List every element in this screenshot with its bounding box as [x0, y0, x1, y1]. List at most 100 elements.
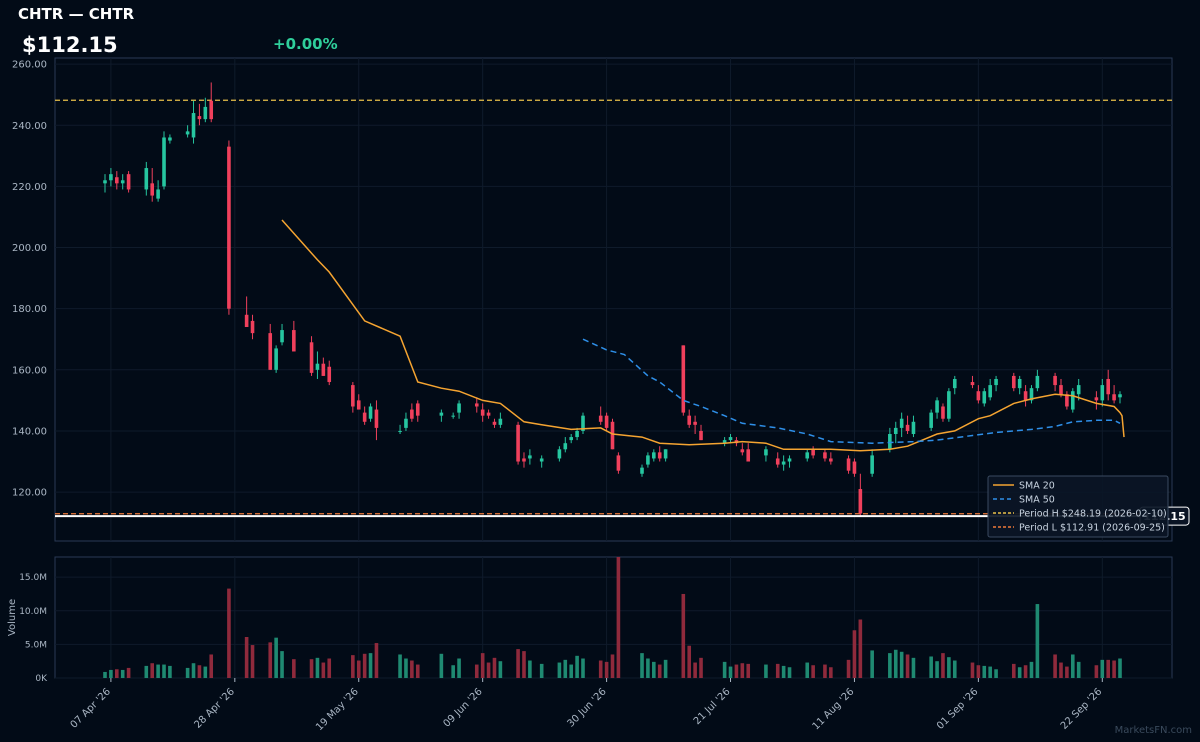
candle-body: [457, 403, 461, 413]
volume-bar: [952, 660, 957, 678]
candle-body: [893, 427, 898, 435]
volume-bar: [781, 665, 786, 678]
candle-body: [398, 430, 402, 432]
volume-bar: [410, 660, 414, 678]
candle-body: [640, 467, 644, 474]
volume-bar: [1035, 604, 1040, 678]
volume-bar: [415, 664, 420, 678]
volume-bar: [652, 661, 656, 678]
y-tick-label: 160.00: [12, 365, 47, 376]
x-tick-label: 21 Jul '26: [692, 686, 733, 727]
candle-body: [439, 412, 444, 416]
volume-bar: [439, 653, 444, 678]
candle-body: [522, 458, 526, 462]
volume-bar: [1106, 659, 1110, 678]
candle-body: [292, 330, 296, 352]
candle-body: [988, 385, 992, 398]
volume-bar: [1029, 661, 1034, 678]
volume-bar: [1094, 665, 1099, 678]
volume-bar: [191, 663, 196, 678]
candle-body: [947, 391, 951, 419]
volume-bar: [480, 653, 485, 678]
y-tick-label: 220.00: [12, 182, 47, 193]
x-tick-label: 30 Jun '26: [565, 686, 608, 729]
volume-bar: [740, 663, 745, 678]
candle-body: [203, 106, 208, 120]
candle-body: [1023, 391, 1028, 401]
volume-bar: [398, 654, 402, 678]
volume-bar: [846, 659, 851, 678]
price-panel-frame: [54, 57, 1173, 542]
volume-bar: [162, 664, 166, 678]
current-price: $112.15: [22, 33, 118, 57]
volume-bar: [457, 658, 461, 678]
candle-body: [994, 378, 998, 386]
candle-body: [604, 415, 609, 428]
candle-body: [486, 412, 491, 416]
volume-bar: [227, 588, 231, 678]
candle-body: [775, 458, 780, 465]
volume-bar: [947, 657, 951, 678]
candle-body: [309, 342, 314, 373]
candle-body: [315, 363, 320, 370]
volume-bar: [522, 651, 526, 678]
candle-body: [410, 409, 414, 419]
x-tick-label: 22 Sep '26: [1059, 686, 1105, 732]
volume-bar: [829, 667, 833, 678]
sma20-line: [281, 219, 1125, 452]
candle-body: [1017, 378, 1022, 389]
y-tick-label: 200.00: [12, 243, 47, 254]
volume-bar: [722, 661, 727, 678]
volume-bar: [970, 662, 975, 678]
volume-bar: [1065, 666, 1069, 678]
y-tick-label: 240.00: [12, 121, 47, 132]
candle-body: [899, 418, 904, 428]
volume-bar: [528, 660, 532, 678]
volume-bar: [640, 653, 644, 678]
candle-body: [740, 449, 745, 453]
volume-bar: [327, 658, 332, 678]
candle-body: [652, 452, 656, 459]
volume-bar: [893, 649, 898, 678]
volume-bar: [351, 655, 355, 678]
candle-body: [227, 146, 231, 309]
candle-body: [663, 449, 668, 459]
volume-bar: [321, 662, 326, 678]
candle-body: [646, 455, 650, 465]
candle-body: [374, 409, 379, 428]
candle-body: [976, 391, 981, 401]
volume-bar: [852, 630, 857, 678]
volume-tick-label: 10.0M: [19, 607, 47, 617]
volume-bar: [787, 667, 792, 678]
volume-bar: [646, 658, 650, 678]
sma50-line: [582, 338, 1121, 444]
candle-body: [1100, 385, 1105, 401]
volume-bar: [746, 663, 751, 678]
volume-bar: [1076, 661, 1081, 678]
volume-bar: [292, 659, 296, 678]
candle-body: [516, 424, 520, 462]
y-tick-label: 140.00: [12, 426, 47, 437]
y-tick-label: 120.00: [12, 488, 47, 499]
candle-body: [404, 418, 408, 428]
volume-bar: [687, 645, 692, 678]
candle-body: [1065, 394, 1069, 407]
volume-bar: [905, 654, 910, 678]
volume-bar: [888, 653, 892, 678]
candle-body: [162, 137, 166, 187]
volume-bar: [109, 669, 113, 678]
volume-bar: [168, 665, 172, 678]
volume-bar: [693, 662, 697, 678]
candle-body: [1070, 391, 1075, 410]
volume-bar: [911, 657, 916, 678]
candle-body: [681, 345, 686, 413]
candle-body: [480, 409, 485, 416]
volume-bar: [575, 655, 579, 678]
volume-bar: [362, 653, 367, 678]
volume-bar: [486, 662, 491, 678]
volume-bar: [870, 650, 874, 678]
candle-body: [492, 421, 497, 425]
volume-bar: [728, 666, 733, 678]
candle-body: [539, 458, 544, 462]
candle-body: [746, 449, 751, 462]
